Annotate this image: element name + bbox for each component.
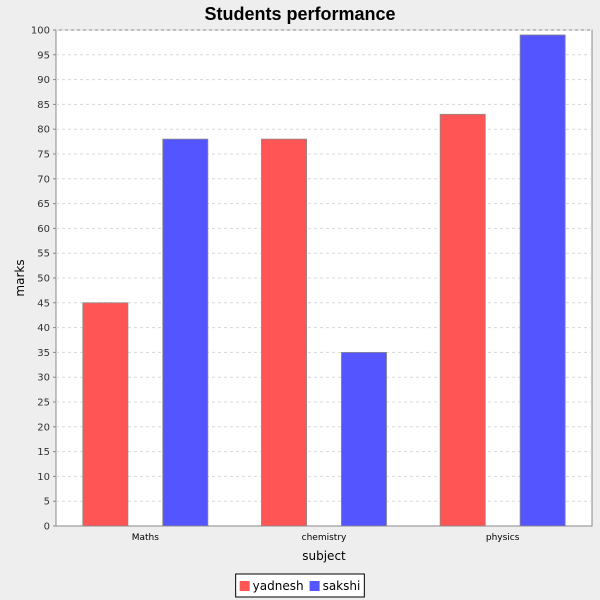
y-axis-ticks: 0 5 10 15 20 25 30 35 40 45 50 55 60 65 70 75 80 85 90 95 10… [31, 26, 56, 533]
legend-label: sakshi [323, 579, 361, 593]
bar-yadnesh-Maths [82, 302, 129, 527]
y-tick-label: 85 [37, 100, 50, 111]
y-tick-label: 20 [37, 422, 50, 433]
x-category-label: physics [486, 533, 520, 543]
bar-sakshi-Maths [162, 138, 209, 527]
bar-sakshi-physics [519, 34, 566, 527]
y-axis-label: marks [13, 259, 27, 296]
chart-title: Students performance [204, 4, 395, 24]
y-tick-label: 80 [37, 125, 50, 136]
y-tick-label: 65 [37, 199, 50, 210]
y-tick-label: 5 [44, 497, 50, 508]
x-category-label: Maths [132, 533, 160, 543]
y-tick-label: 40 [37, 323, 50, 334]
y-tick-label: 45 [37, 298, 50, 309]
y-tick-label: 35 [37, 348, 50, 359]
y-tick-label: 15 [37, 447, 50, 458]
y-tick-label: 25 [37, 398, 50, 409]
legend: yadnesh sakshi [235, 573, 365, 598]
y-tick-label: 90 [37, 75, 50, 86]
x-axis-categories: Maths chemistry physics [132, 533, 520, 543]
y-tick-label: 100 [31, 26, 50, 37]
x-category-label: chemistry [302, 533, 347, 543]
gridlines [56, 29, 592, 502]
legend-box [235, 573, 365, 598]
legend-item-sakshi: sakshi [309, 579, 361, 593]
y-tick-label: 50 [37, 274, 50, 285]
x-axis-label: subject [302, 549, 346, 563]
bar-sakshi-chemistry [341, 351, 387, 527]
y-tick-label: 30 [37, 373, 50, 384]
legend-swatch [239, 581, 250, 591]
y-tick-label: 0 [44, 522, 50, 533]
bar-yadnesh-physics [439, 113, 486, 527]
y-tick-label: 55 [37, 249, 50, 260]
y-tick-label: 70 [37, 174, 50, 185]
legend-items: yadnesh sakshi [239, 579, 361, 593]
legend-item-yadnesh: yadnesh [239, 579, 304, 593]
bar-yadnesh-chemistry [261, 138, 307, 527]
y-tick-label: 60 [37, 224, 50, 235]
legend-swatch [309, 581, 320, 591]
legend-label: yadnesh [253, 579, 304, 593]
y-tick-label: 95 [37, 50, 50, 61]
bars [82, 34, 566, 527]
y-tick-label: 75 [37, 150, 50, 161]
y-tick-label: 10 [37, 472, 50, 483]
